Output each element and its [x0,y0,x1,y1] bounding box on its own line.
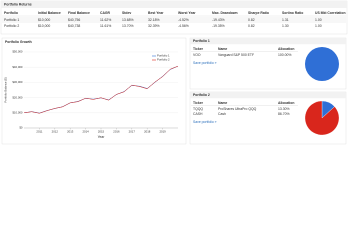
y-tick-label: $20,000 [12,95,23,99]
page: Portfolio Returns Portfolio Initial Balan… [0,0,348,145]
cell: Cash [218,112,226,116]
column-header: CAGR [100,11,111,15]
legend-label: Portfolio 2 [157,58,170,62]
cell: Portfolio 1 [4,18,19,22]
column-header: Ticker [193,47,204,51]
x-tick-label: 2013 [67,130,74,134]
cell: Portfolio 2 [4,24,19,28]
cell: ProShares UltraPro QQQ [218,107,257,111]
cell: 1.31 [282,18,289,22]
row-stripe [2,17,346,23]
cell: -4.56% [178,24,189,28]
y-tick-label: $10,000 [12,111,23,115]
cell: 13.30% [278,107,290,111]
cell: 13.68% [122,18,134,22]
chart-title: Portfolio Growth [5,40,32,44]
cell: 1.00 [315,18,322,22]
screen: Portfolio Returns Portfolio Initial Balan… [0,0,348,145]
x-tick-label: 2019 [159,130,166,134]
column-header: Initial Balance [38,11,61,15]
x-tick-label: 2014 [82,130,89,134]
column-header: Portfolio [4,11,18,15]
column-header: Max. Drawdown [212,11,238,15]
portfolio-title: Portfolio 1 [193,39,210,43]
y-tick-label: $30,000 [12,80,23,84]
y-tick-label: $0 [19,126,23,130]
cell: $10,000 [38,18,50,22]
panel-header [190,38,346,45]
cell: $40,756 [68,18,80,22]
cell: 1.00 [315,24,322,28]
column-header: Best Year [148,11,164,15]
cell: 0.82 [248,18,255,22]
cell: -19.35% [212,24,225,28]
x-tick-label: 2012 [52,130,59,134]
save-link[interactable]: Save portfolio » [193,61,217,65]
save-link[interactable]: Save portfolio » [193,120,217,124]
column-header: Ticker [193,101,204,105]
x-axis-label: Year [98,135,106,139]
x-tick-label: 2016 [113,130,120,134]
y-tick-label: $50,000 [12,50,23,54]
portfolio-title: Portfolio 2 [193,93,210,97]
panel-header [190,92,346,99]
column-header: Name [218,101,227,105]
panel-title: Portfolio Returns [4,2,32,6]
column-header: Allocation [278,47,294,51]
column-header: Stdev [122,11,131,15]
x-tick-label: 2011 [36,130,42,134]
x-tick-label: 2018 [144,130,151,134]
column-header: Sortino Ratio [282,11,303,15]
pie-slice [304,100,340,136]
cell: -4.52% [178,18,189,22]
cell: 0.82 [248,24,255,28]
column-header: Worst Year [178,11,196,15]
x-tick-label: 2017 [129,130,136,134]
y-axis-label: Portfolio Balance ($) [4,77,8,102]
y-tick-label: $40,000 [12,65,23,69]
cell: TQQQ [193,107,203,111]
pie-slice [305,47,339,81]
column-header: Final Balance [68,11,90,15]
column-header: Sharpe Ratio [248,11,269,15]
cell: Vanguard S&P 500 ETF [218,53,254,57]
cell: 1.30 [282,24,289,28]
chart-panel [1,37,187,145]
series-line [23,65,179,114]
cell: 11.61% [100,24,111,28]
cell: 11.62% [100,18,111,22]
cell: 13.70% [122,24,134,28]
cell: CASH [193,112,203,116]
column-header: Name [218,47,227,51]
cell: 32.39% [148,24,160,28]
column-header: Allocation [278,101,294,105]
column-header: US Mkt Correlation [315,11,346,15]
legend-label: Portfolio 1 [157,54,170,58]
x-tick-label: 2015 [98,130,105,134]
cell: 86.70% [278,112,290,116]
cell: -19.43% [212,18,225,22]
cell: $40,738 [68,24,80,28]
cell: 100.00% [278,53,291,57]
returns-header [1,1,347,8]
cell: 32.18% [148,18,160,22]
cell: VOO [193,53,201,57]
cell: $10,000 [38,24,50,28]
